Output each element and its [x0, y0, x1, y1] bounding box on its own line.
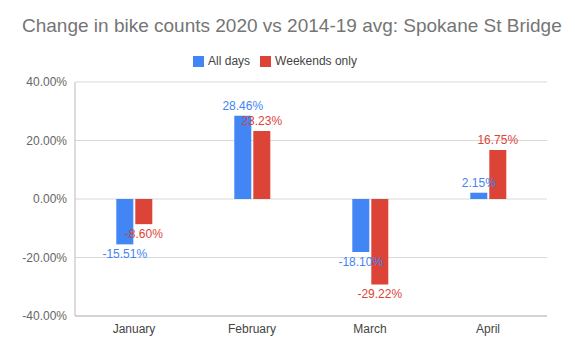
svg-text:20.00%: 20.00% [26, 134, 67, 148]
svg-text:-18.10%: -18.10% [338, 255, 383, 269]
svg-text:April: April [476, 322, 500, 336]
svg-text:March: March [353, 322, 386, 336]
svg-text:-15.51%: -15.51% [102, 247, 147, 261]
svg-text:28.46%: 28.46% [222, 99, 263, 113]
svg-text:2.15%: 2.15% [462, 176, 496, 190]
svg-text:40.00%: 40.00% [26, 75, 67, 89]
svg-text:-20.00%: -20.00% [22, 251, 67, 265]
svg-text:-40.00%: -40.00% [22, 309, 67, 323]
svg-text:23.23%: 23.23% [241, 114, 282, 128]
html-text:Change in bike counts 2020 vs: Change in bike counts 2020 vs 2014-19 av… [22, 15, 562, 36]
svg-text:February: February [228, 322, 276, 336]
html-text:All days: All days [208, 54, 251, 68]
svg-text:-8.60%: -8.60% [125, 227, 163, 241]
svg-text:January: January [113, 322, 156, 336]
svg-text:-29.22%: -29.22% [357, 287, 402, 301]
svg-text:16.75%: 16.75% [477, 133, 518, 147]
html-text:Weekends only: Weekends only [275, 54, 357, 68]
svg-text:0.00%: 0.00% [33, 192, 67, 206]
